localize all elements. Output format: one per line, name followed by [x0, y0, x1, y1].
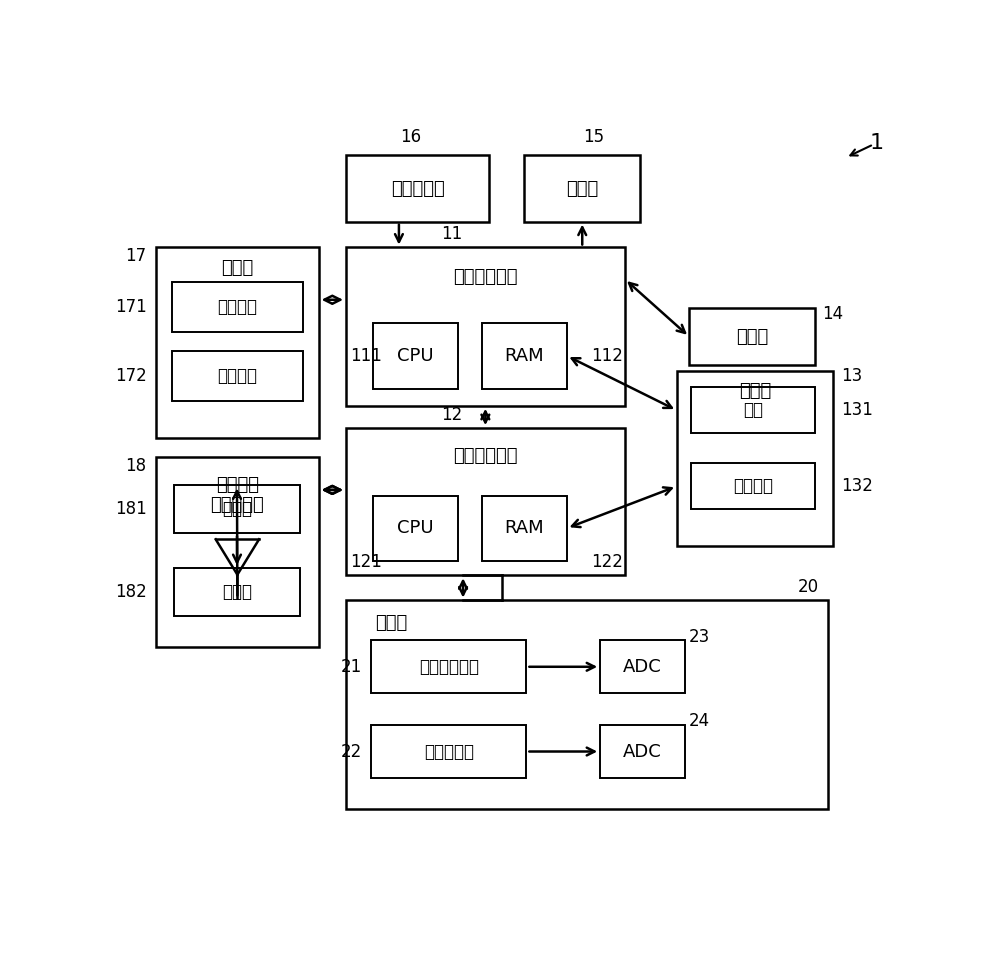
Text: 132: 132: [841, 478, 873, 495]
Text: 11: 11: [441, 225, 463, 243]
Text: 21: 21: [341, 657, 362, 676]
FancyBboxPatch shape: [371, 725, 526, 778]
Text: 第一微计算机: 第一微计算机: [453, 268, 518, 286]
Text: 操作受理部: 操作受理部: [391, 180, 444, 197]
FancyBboxPatch shape: [346, 155, 489, 222]
FancyBboxPatch shape: [482, 496, 567, 561]
FancyBboxPatch shape: [172, 350, 303, 401]
FancyBboxPatch shape: [600, 725, 685, 778]
Text: CPU: CPU: [397, 520, 434, 537]
Text: 加速度传感器: 加速度传感器: [419, 657, 479, 676]
Text: 1: 1: [870, 133, 884, 153]
FancyBboxPatch shape: [691, 463, 815, 509]
FancyBboxPatch shape: [346, 248, 625, 406]
Text: 接收部: 接收部: [222, 501, 252, 519]
FancyBboxPatch shape: [482, 323, 567, 389]
FancyBboxPatch shape: [346, 428, 625, 575]
Text: 12: 12: [441, 406, 463, 424]
Text: 22: 22: [341, 743, 362, 761]
Text: 存储部: 存储部: [739, 382, 771, 400]
FancyBboxPatch shape: [677, 370, 833, 545]
Text: RAM: RAM: [504, 346, 544, 365]
Text: ADC: ADC: [623, 657, 662, 676]
Text: 脉搏传感器: 脉搏传感器: [424, 743, 474, 761]
Text: 172: 172: [115, 367, 147, 385]
FancyBboxPatch shape: [600, 640, 685, 693]
Text: 111: 111: [350, 346, 382, 365]
Text: 传送电路: 传送电路: [217, 367, 257, 385]
Text: 计时部: 计时部: [736, 327, 768, 345]
Text: 15: 15: [583, 128, 604, 146]
Text: 程序: 程序: [743, 401, 763, 419]
Text: CPU: CPU: [397, 346, 434, 365]
FancyBboxPatch shape: [373, 496, 458, 561]
Text: 181: 181: [115, 501, 147, 519]
Text: 112: 112: [591, 346, 623, 365]
Text: 处理器: 处理器: [222, 583, 252, 601]
Text: 接收电路: 接收电路: [217, 299, 257, 316]
Text: 测量部: 测量部: [375, 613, 407, 632]
Text: 23: 23: [689, 628, 710, 646]
Text: 182: 182: [115, 583, 147, 601]
Text: 第二微计算机: 第二微计算机: [453, 447, 518, 465]
Text: RAM: RAM: [504, 520, 544, 537]
FancyBboxPatch shape: [156, 456, 319, 647]
Text: 24: 24: [689, 712, 710, 730]
FancyBboxPatch shape: [174, 568, 300, 616]
Text: 18: 18: [126, 456, 147, 475]
FancyBboxPatch shape: [346, 600, 828, 809]
Text: 122: 122: [591, 553, 623, 571]
Text: ADC: ADC: [623, 743, 662, 761]
Text: 显示部: 显示部: [566, 180, 598, 197]
Text: 整合数据: 整合数据: [733, 478, 773, 495]
Text: 131: 131: [841, 401, 873, 419]
FancyBboxPatch shape: [371, 640, 526, 693]
Text: 通信部: 通信部: [221, 259, 254, 278]
Text: 121: 121: [350, 553, 382, 571]
Text: 17: 17: [126, 247, 147, 265]
FancyBboxPatch shape: [156, 248, 319, 437]
FancyBboxPatch shape: [172, 282, 303, 332]
FancyBboxPatch shape: [524, 155, 640, 222]
FancyBboxPatch shape: [691, 388, 815, 434]
FancyBboxPatch shape: [174, 485, 300, 533]
FancyBboxPatch shape: [373, 323, 458, 389]
Text: 171: 171: [115, 299, 147, 316]
Text: 20: 20: [798, 578, 819, 596]
Text: 卫星电波
接收处理部: 卫星电波 接收处理部: [210, 476, 264, 515]
Text: 13: 13: [841, 367, 862, 386]
Text: 14: 14: [822, 304, 844, 323]
Text: 16: 16: [400, 128, 421, 146]
FancyBboxPatch shape: [689, 308, 815, 366]
